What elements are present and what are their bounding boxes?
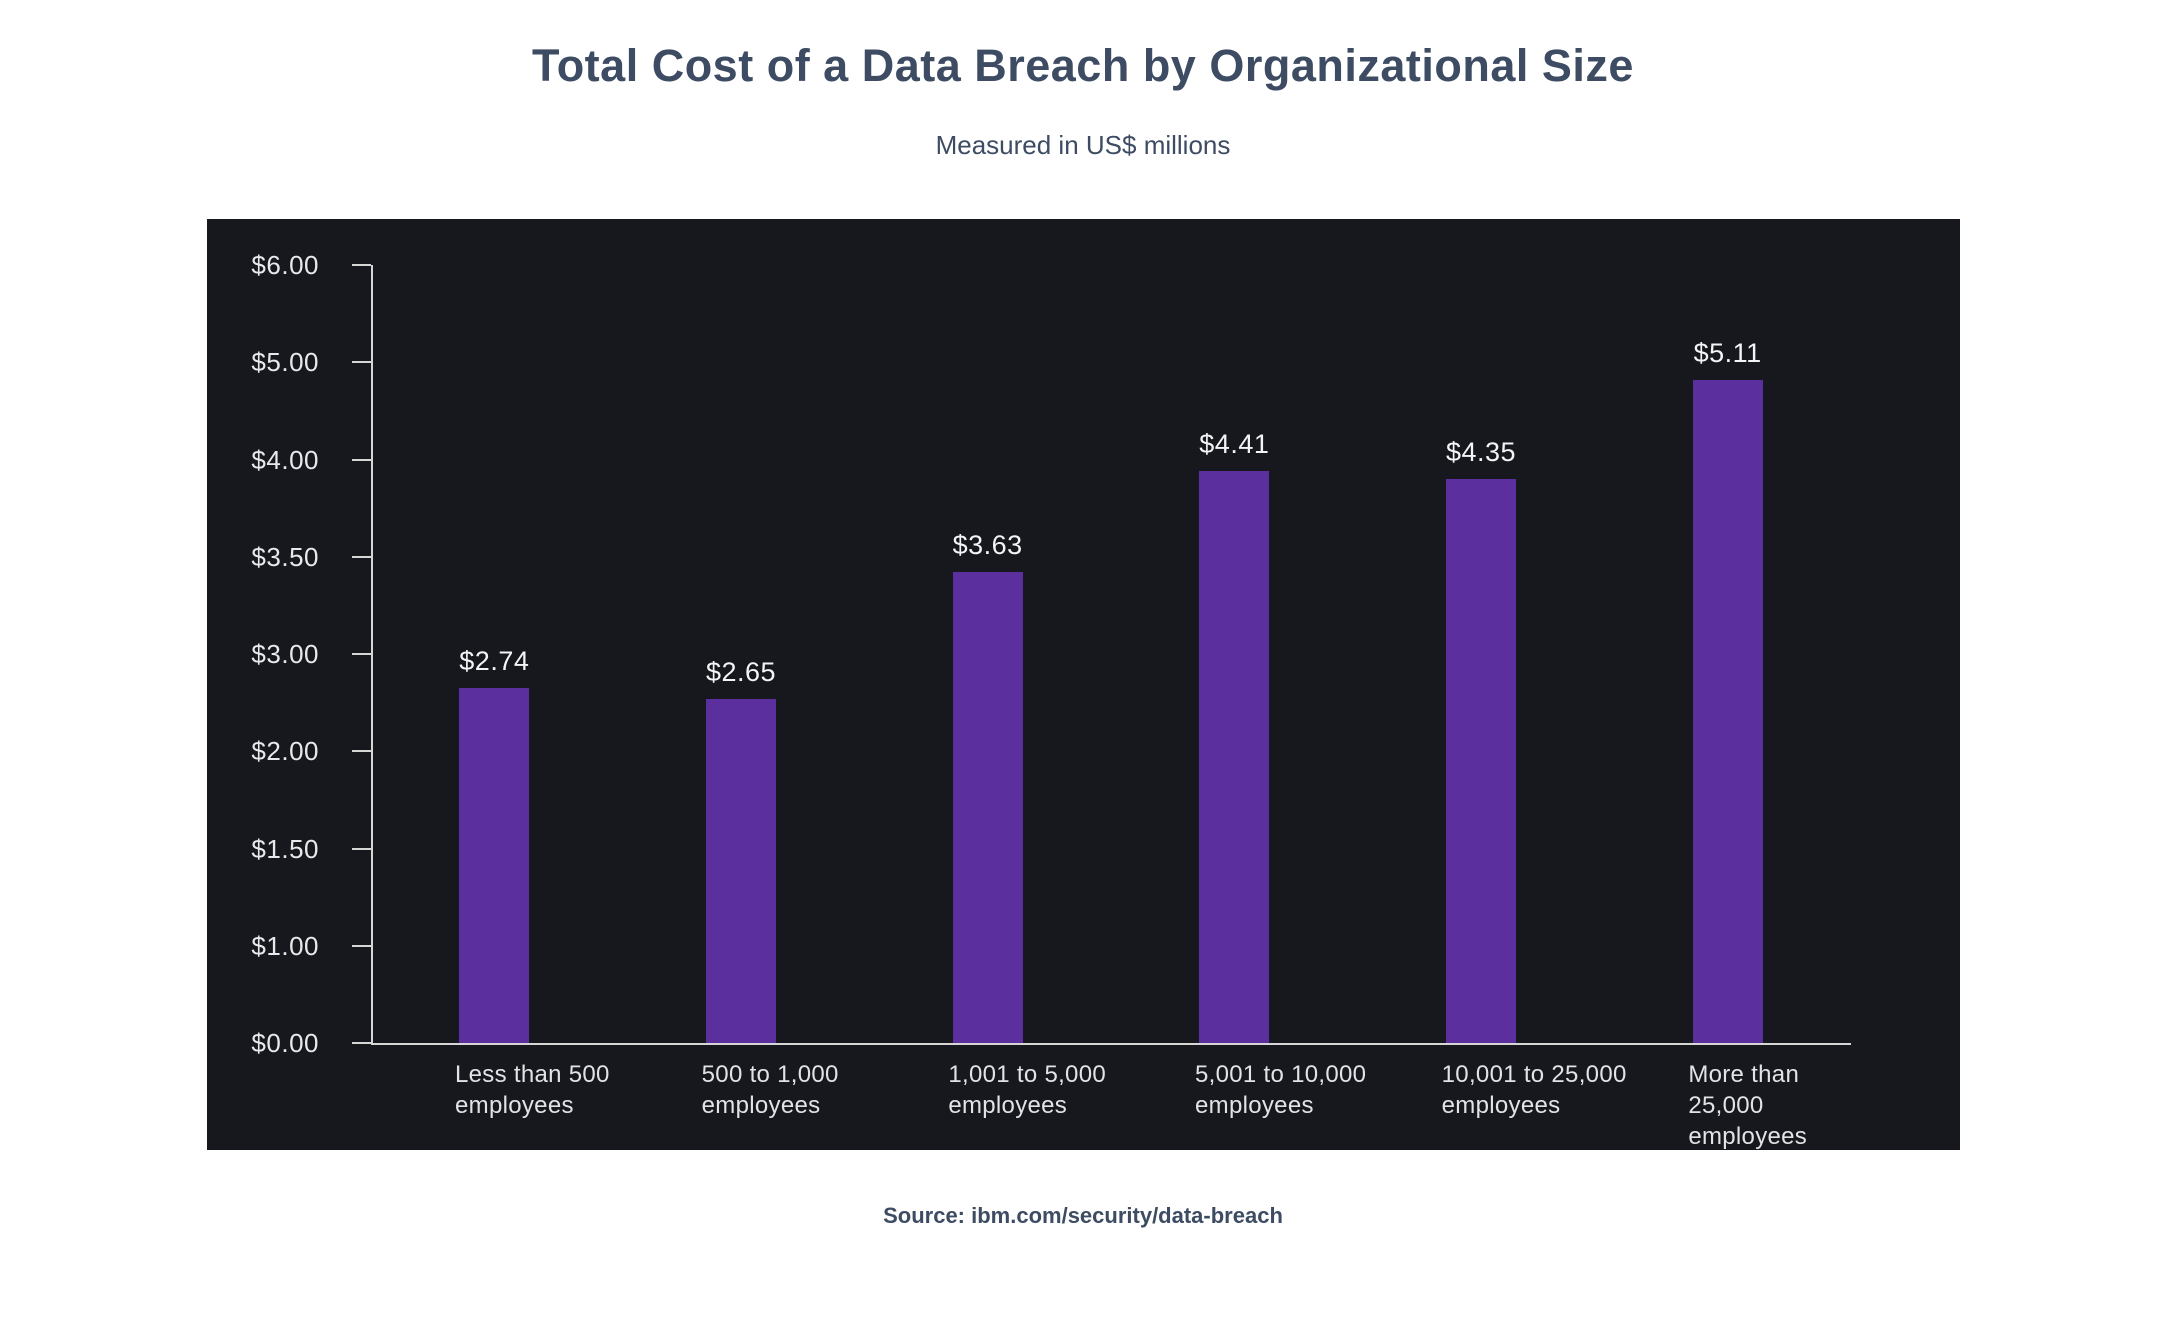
y-axis-tick	[352, 1042, 371, 1044]
y-axis-tick-label: $5.00	[251, 347, 319, 378]
x-axis-line	[371, 1043, 1851, 1045]
bar-value-label: $2.74	[459, 645, 530, 676]
bar-value-label: $4.35	[1445, 436, 1517, 467]
category-label: 500 to 1,000 employees	[701, 1061, 839, 1119]
y-axis-tick-label: $4.00	[251, 444, 319, 475]
y-axis-tick-label: $0.00	[251, 1028, 319, 1058]
y-axis-tick-label: $3.00	[251, 639, 319, 669]
page-subtitle: Measured in US$ millions	[935, 130, 1231, 160]
y-axis-tick-label: $1.50	[251, 833, 319, 864]
y-axis-tick	[352, 264, 371, 266]
category-label: 5,001 to 10,000 employees	[1195, 1061, 1367, 1119]
y-axis-tick	[352, 361, 371, 364]
y-axis-tick	[352, 458, 371, 461]
category-label: 10,001 to 25,000 employees	[1441, 1061, 1627, 1119]
bar	[952, 572, 1023, 1043]
chart-panel: $6.00 $5.00 $4.00 $3.50 $3.00 $2.00 $1.50 $1.00…	[207, 219, 1960, 1150]
y-axis-tick	[352, 750, 371, 753]
category-label: More than 25,000 employees	[1688, 1061, 1808, 1150]
source-caption: Source: ibm.com/security/data-breach	[883, 1203, 1283, 1228]
bar-value-label: $3.63	[952, 530, 1023, 561]
y-axis-tick	[352, 944, 371, 947]
category-label: Less than 500 employees	[455, 1061, 610, 1119]
y-axis-line	[371, 265, 373, 1045]
page-title: Total Cost of a Data Breach by Organizat…	[532, 40, 1634, 91]
y-axis-tick-label: $6.00	[251, 250, 319, 280]
bar	[1692, 380, 1763, 1043]
y-axis-tick-label: $3.50	[251, 541, 319, 572]
bar	[1446, 478, 1516, 1043]
bar-value-label: $4.41	[1199, 429, 1270, 460]
bar	[1199, 471, 1270, 1043]
bar	[706, 699, 776, 1043]
y-axis-tick	[352, 555, 371, 558]
y-axis-tick-label: $1.00	[251, 930, 319, 961]
bar	[459, 687, 530, 1043]
y-axis-tick	[352, 847, 371, 850]
category-label: 1,001 to 5,000 employees	[948, 1061, 1106, 1119]
bar-value-label: $2.65	[705, 657, 777, 688]
bar-value-label: $5.11	[1693, 338, 1762, 369]
y-axis-tick	[352, 653, 371, 655]
y-axis-tick-label: $2.00	[251, 736, 319, 767]
